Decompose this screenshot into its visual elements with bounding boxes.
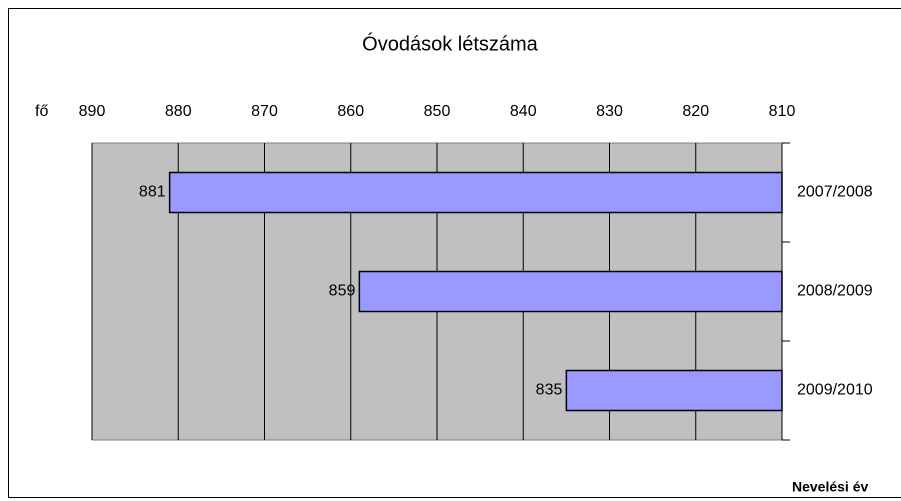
y-tick-label: 2009/2010	[797, 382, 873, 399]
bar	[565, 369, 783, 412]
x-tick-label: 820	[682, 103, 709, 120]
x-tick-label: 810	[769, 103, 796, 120]
x-axis-label: fő	[35, 103, 48, 120]
x-tick-label: 890	[79, 103, 106, 120]
x-tick-label: 840	[510, 103, 537, 120]
x-tick-label: 880	[165, 103, 192, 120]
x-tick-label: 850	[424, 103, 451, 120]
value-label: 835	[536, 382, 563, 399]
value-label: 881	[139, 184, 166, 201]
y-tick-label: 2008/2009	[797, 283, 873, 300]
bar	[168, 171, 783, 214]
value-label: 859	[329, 283, 356, 300]
y-axis-label: Nevelési év	[792, 479, 868, 495]
x-tick-label: 870	[251, 103, 278, 120]
x-tick-label: 830	[596, 103, 623, 120]
x-tick-label: 860	[337, 103, 364, 120]
y-tick-label: 2007/2008	[797, 184, 873, 201]
bar	[358, 270, 783, 313]
chart-title: Óvodások létszáma	[362, 32, 539, 55]
